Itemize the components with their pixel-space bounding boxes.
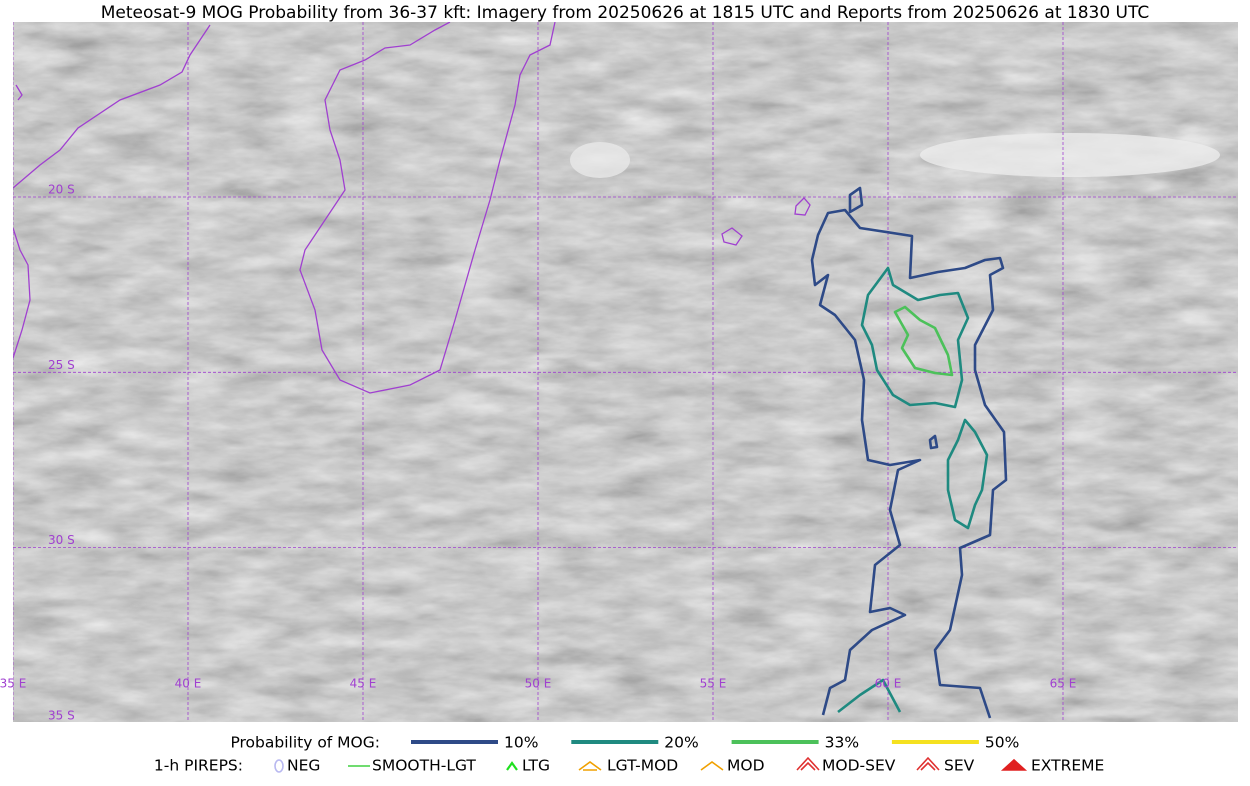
legend-label: 20%	[664, 734, 698, 752]
legend-label: LGT-MOD	[607, 757, 678, 775]
legend-label: 10%	[504, 734, 538, 752]
lon-label: 40 E	[175, 677, 202, 691]
legend-label: 50%	[985, 734, 1019, 752]
lat-label: 20 S	[48, 183, 75, 197]
mauritius-coast	[794, 197, 811, 216]
cloud	[920, 133, 1220, 177]
lon-label: 60 E	[875, 677, 902, 691]
coastline	[13, 24, 211, 189]
madagascar-coast	[299, 22, 556, 394]
graticule	[13, 22, 1238, 722]
legend-label: NEG	[287, 757, 320, 775]
legend-title: 1-h PIREPS:	[154, 757, 243, 775]
reunion-coast	[721, 227, 743, 246]
lon-label: 50 E	[525, 677, 552, 691]
contour-20	[860, 266, 970, 409]
legend-label: LTG	[522, 757, 550, 775]
icon-ltg	[506, 761, 518, 771]
contour-10	[810, 208, 1008, 719]
contour-20	[946, 418, 989, 530]
contour-10	[848, 186, 864, 214]
mog-contours	[810, 186, 1008, 719]
icon-mod-sev	[796, 756, 820, 771]
contour-20	[837, 678, 902, 714]
icon-lgt-mod	[578, 761, 602, 771]
legend-title: Probability of MOG:	[230, 734, 380, 752]
legend-label: EXTREME	[1031, 757, 1104, 775]
lat-labels: 35 E 40 E 45 E 50 E 55 E 60 E 65 E 20 S 25 S 30 S…	[0, 183, 1076, 723]
coastline	[13, 227, 31, 359]
legend-label: MOD-SEV	[822, 757, 896, 775]
icon-neg	[274, 759, 284, 773]
legend: Probability of MOG: 1-h PIREPS: 10% 20% 33…	[154, 734, 1104, 775]
lon-label: 35 E	[0, 677, 26, 691]
lon-label: 55 E	[700, 677, 727, 691]
lat-label: 30 S	[48, 533, 75, 547]
coastlines	[13, 22, 811, 394]
legend-label: SMOOTH-LGT	[372, 757, 476, 775]
legend-label: SEV	[944, 757, 975, 775]
icon-mod	[700, 761, 724, 771]
lon-label: 45 E	[350, 677, 377, 691]
lat-label: 25 S	[48, 358, 75, 372]
lat-label: 35 S	[48, 708, 75, 722]
contour-10	[928, 434, 939, 450]
map	[13, 22, 1238, 722]
lon-label: 65 E	[1050, 677, 1077, 691]
icon-sev	[916, 756, 940, 771]
legend-label: 33%	[825, 734, 859, 752]
contour-33	[893, 305, 954, 377]
legend-label: MOD	[727, 757, 765, 775]
pirep-icons	[274, 756, 1028, 773]
icon-extreme	[1000, 758, 1028, 771]
cloud	[570, 142, 630, 178]
coastline	[15, 84, 23, 101]
title: Meteosat-9 MOG Probability from 36-37 kf…	[101, 3, 1150, 23]
